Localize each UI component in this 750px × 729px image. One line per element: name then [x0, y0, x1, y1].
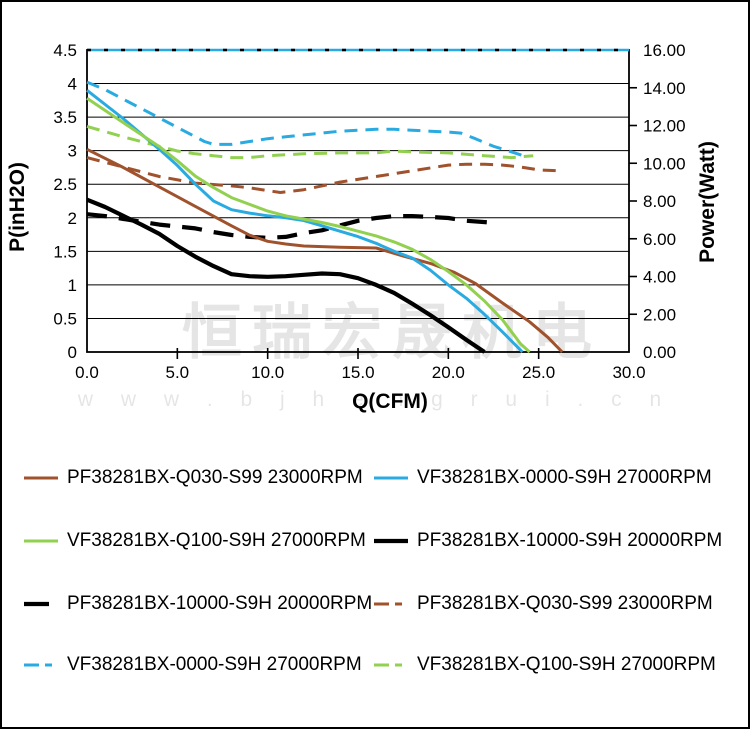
legend-label: PF38281BX-10000-S9H 20000RPM — [67, 593, 373, 614]
x-axis-title: Q(CFM) — [352, 390, 428, 413]
x-tick-label: 15.0 — [341, 363, 374, 382]
y-left-tick-label: 4 — [68, 75, 77, 94]
x-tick-label: 0.0 — [75, 363, 99, 382]
watermark-url-text: w w w . b j h e n g r u i . c n — [77, 388, 673, 411]
y-left-axis-title: P(inH2O) — [6, 162, 29, 252]
y-left-tick-label: 1.5 — [53, 242, 77, 261]
y-left-tick-label: 2 — [68, 209, 77, 228]
y-right-tick-label: 14.00 — [643, 79, 686, 98]
legend-item-7: VF38281BX-Q100-S9H 27000RPM — [374, 654, 716, 676]
y-right-tick-label: 2.00 — [643, 305, 676, 324]
legend-item-5: PF38281BX-Q030-S99 23000RPM — [374, 593, 713, 615]
series-power-pf10000 — [86, 212, 494, 240]
y-right-tick-label: 16.00 — [643, 41, 686, 60]
legend-swatch-line — [374, 538, 408, 544]
watermark-brand-text: 恒瑞宏晟机电 — [182, 299, 602, 366]
y-right-tick-label: 10.00 — [643, 154, 686, 173]
legend-label: VF38281BX-0000-S9H 27000RPM — [67, 654, 362, 675]
x-tick-label: 5.0 — [166, 363, 190, 382]
legend-label: PF38281BX-Q030-S99 23000RPM — [67, 467, 363, 488]
y-left-tick-label: 3.5 — [53, 108, 77, 127]
series-pq-pf10000 — [86, 197, 486, 354]
x-tick-label: 20.0 — [432, 363, 465, 382]
legend-swatch-line — [24, 476, 58, 480]
y-right-tick-label: 8.00 — [643, 192, 676, 211]
plot-border — [86, 49, 630, 353]
legend-label: VF38281BX-0000-S9H 27000RPM — [417, 467, 712, 488]
y-left-tick-label: 3 — [68, 142, 77, 161]
y-left-tick-label: 0 — [68, 343, 77, 362]
legend-item-4: PF38281BX-10000-S9H 20000RPM — [24, 593, 372, 615]
legend-label: PF38281BX-Q030-S99 23000RPM — [417, 593, 713, 614]
legend-item-1: VF38281BX-0000-S9H 27000RPM — [374, 467, 712, 489]
legend-label: VF38281BX-Q100-S9H 27000RPM — [417, 654, 716, 675]
fan-performance-chart: 0 0.5 1 1.5 2 2.5 3 3.5 4 4.5 0.00 2.00 4.00 6.00 8.00… — [6, 41, 719, 413]
y-right-axis-title: Power(Watt) — [696, 141, 719, 263]
series-pq-vf0000 — [86, 89, 524, 354]
legend-item-3: PF38281BX-10000-S9H 20000RPM — [374, 530, 722, 552]
x-tick-label: 10.0 — [251, 363, 284, 382]
series-pq-pfq030 — [86, 147, 564, 354]
legend-swatch-line — [374, 476, 408, 480]
y-right-tick-label: 4.00 — [643, 268, 676, 287]
y-right-tick-label: 0.00 — [643, 343, 676, 362]
legend-item-0: PF38281BX-Q030-S99 23000RPM — [24, 467, 363, 489]
series-power-vf0000 — [86, 80, 527, 159]
legend-swatch-line — [374, 663, 408, 667]
y-left-tick-label: 0.5 — [53, 309, 77, 328]
legend-label: PF38281BX-10000-S9H 20000RPM — [417, 530, 723, 551]
legend-swatch-line — [374, 602, 408, 606]
x-tick-label: 30.0 — [612, 363, 645, 382]
x-tick-label: 25.0 — [522, 363, 555, 382]
legend-item-6: VF38281BX-0000-S9H 27000RPM — [24, 654, 362, 676]
y-left-tick-label: 4.5 — [53, 41, 77, 60]
legend-label: VF38281BX-Q100-S9H 27000RPM — [67, 530, 366, 551]
y-right-tick-label: 6.00 — [643, 230, 676, 249]
series-power-vfq100 — [86, 124, 534, 160]
y-right-tick-label: 12.00 — [643, 117, 686, 136]
legend-swatch-line — [24, 663, 58, 667]
y-left-tick-label: 1 — [68, 276, 77, 295]
legend-item-2: VF38281BX-Q100-S9H 27000RPM — [24, 530, 366, 552]
legend-swatch-line — [24, 601, 49, 607]
y-left-tick-label: 2.5 — [53, 175, 77, 194]
legend-swatch-line — [24, 539, 58, 543]
series-pq-vfq100 — [86, 97, 531, 354]
